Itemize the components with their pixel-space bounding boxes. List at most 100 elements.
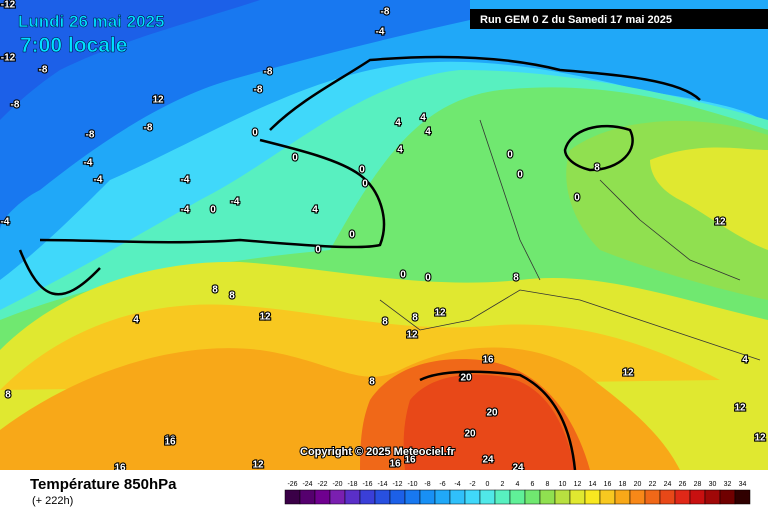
isotherm-label: 0 [292,153,298,164]
scale-label: 2 [501,481,505,488]
forecast-date: Lundi 26 mai 2025 [18,12,164,31]
scale-label: 30 [709,481,717,488]
scale-label: 26 [679,481,687,488]
scale-cell [539,489,556,505]
scale-label: 24 [664,481,672,488]
isotherm-label: 12 [622,368,634,379]
isotherm-label: 0 [400,270,406,281]
isotherm-label: -4 [94,175,103,186]
isotherm-label: 8 [369,377,375,388]
scale-cell [329,489,346,505]
isotherm-label: -8 [39,65,48,76]
scale-label: 6 [531,481,535,488]
isotherm-label: -4 [376,27,385,38]
isotherm-label: -8 [144,123,153,134]
scale-cell [659,489,676,505]
isotherm-label: -8 [381,7,390,18]
isotherm-label: 12 [734,403,746,414]
isotherm-label: 0 [359,165,365,176]
isotherm-label: 8 [5,390,11,401]
scale-label: -16 [362,481,372,488]
isotherm-label: 0 [574,193,580,204]
scale-label: 0 [486,481,490,488]
scale-cell [674,489,691,505]
scale-label: 10 [559,481,567,488]
scale-label: 18 [619,481,627,488]
isotherm-label: -4 [231,197,240,208]
scale-cell [464,489,481,505]
scale-cell [359,489,376,505]
scale-label: -12 [392,481,402,488]
isotherm-label: -8 [264,67,273,78]
scale-cell [434,489,451,505]
isotherm-label: 0 [315,245,321,256]
scale-label: -6 [439,481,445,488]
scale-cell [704,489,721,505]
isotherm-label: 4 [742,355,748,366]
scale-cell [629,489,646,505]
scale-label: 20 [634,481,642,488]
footer-lead: (+ 222h) [32,495,73,507]
copyright: Copyright © 2025 Meteociel.fr [300,446,456,458]
isotherm-label: 12 [714,217,726,228]
run-info: Run GEM 0 Z du Samedi 17 mai 2025 [480,14,672,26]
isotherm-label: 0 [362,179,368,190]
scale-cell [524,489,541,505]
scale-label: -20 [332,481,342,488]
scale-label: -22 [317,481,327,488]
scale-label: -18 [347,481,357,488]
scale-cell [449,489,466,505]
isotherm-label: 20 [464,429,476,440]
isotherm-label: 12 [754,433,766,444]
scale-label: -24 [302,481,312,488]
scale-cell [344,489,361,505]
scale-cell [479,489,496,505]
isotherm-label: 4 [425,127,431,138]
isotherm-label: 0 [517,170,523,181]
color-scale: -26 -24 -22 -20 -18 -16 -14 -12 -10 -8 -6 -4 -2 0 2 4 6 8… [284,481,751,505]
scale-cell [734,489,751,505]
isotherm-label: 12 [152,95,164,106]
isotherm-label: -12 [1,0,16,11]
isotherm-label: 0 [349,230,355,241]
isotherm-label: 12 [259,312,271,323]
coastlines [18,55,701,471]
scale-label: 12 [574,481,582,488]
scale-cell [284,489,301,505]
isotherm-label: 4 [312,205,318,216]
isotherm-label: 20 [460,373,472,384]
isotherm-label: 16 [404,455,416,466]
forecast-time: 7:00 locale [20,34,127,57]
scale-cell [374,489,391,505]
run-box [470,9,768,29]
isotherm-label: 20 [486,408,498,419]
scale-cell [509,489,526,505]
scale-label: 22 [649,481,657,488]
isotherm-label: 0 [507,150,513,161]
footer-title: Température 850hPa [30,476,177,493]
isotherm-label: 8 [513,273,519,284]
isotherm-label: 8 [212,285,218,296]
scale-cell [599,489,616,505]
isotherm-label: 0 [210,205,216,216]
scale-label: -8 [424,481,430,488]
isotherm-label: -12 [1,53,16,64]
isotherm-label: 4 [397,145,403,156]
scale-cell [404,489,421,505]
scale-cell [584,489,601,505]
scale-label: -26 [287,481,297,488]
scale-label: 32 [724,481,732,488]
scale-label: -10 [407,481,417,488]
isotherm-label: 4 [420,113,426,124]
isotherm-label: 8 [229,291,235,302]
isotherm-label: 0 [425,273,431,284]
scale-cell [569,489,586,505]
scale-label: 34 [739,481,747,488]
isotherm-label: 16 [164,437,176,448]
isotherm-label: 16 [389,459,401,470]
isotherm-label: 24 [482,455,494,466]
isotherm-label: 12 [434,308,446,319]
isotherm-label: 16 [164,435,176,446]
isotherm-label: -4 [181,205,190,216]
scale-cell [644,489,661,505]
